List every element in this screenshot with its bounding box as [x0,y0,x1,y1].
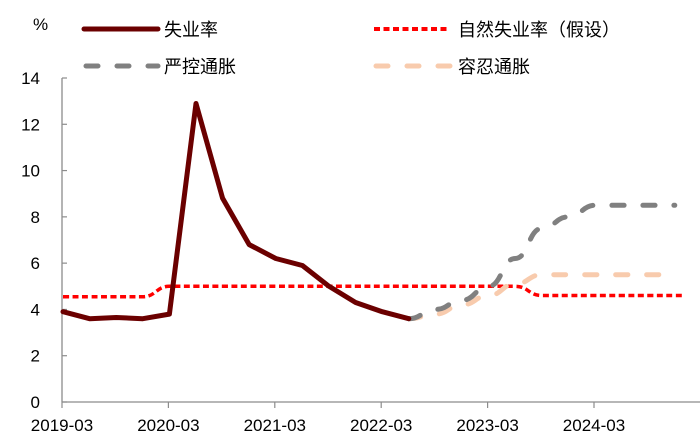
y-tick-label: 6 [31,254,40,273]
natural-unemployment-rate-line [63,284,685,299]
strict-inflation-control-line [406,202,678,322]
y-tick-label: 2 [31,347,40,366]
y-tick-label: 4 [31,300,40,319]
unemployment-rate-line [60,101,412,322]
series-lines [60,101,685,322]
legend-item-unemployment: 失业率 [81,20,218,41]
x-tick-label: 2022-03 [350,416,412,435]
legend-item-strict-inflation-control: 严控通胀 [83,57,236,78]
legend-label: 严控通胀 [164,57,236,78]
x-tick-label: 2023-03 [456,416,518,435]
y-tick-label: 0 [31,393,40,412]
y-tick-label: 12 [21,115,40,134]
y-tick-label: 8 [31,208,40,227]
x-tick-label: 2021-03 [244,416,306,435]
legend-item-tolerate-inflation: 容忍通胀 [373,57,530,78]
x-tick-label: 2024-03 [563,416,625,435]
y-tick-label: 10 [21,162,40,181]
legend-label: 自然失业率（假设） [458,20,620,41]
axes: 0 2 4 6 8 10 12 14 2019-03 2020-03 2021-03 2022-03 2… [21,69,700,435]
tolerate-inflation-line [406,272,678,322]
legend-label: 容忍通胀 [458,57,530,78]
y-tick-label: 14 [21,69,40,88]
legend-label: 失业率 [164,20,218,41]
y-axis-unit-label: % [33,15,48,34]
x-tick-label: 2019-03 [31,416,93,435]
x-tick-label: 2020-03 [137,416,199,435]
legend: 失业率 自然失业率（假设） 严控通胀 容忍通胀 [81,20,620,78]
legend-item-natural-unemployment: 自然失业率（假设） [374,20,620,41]
